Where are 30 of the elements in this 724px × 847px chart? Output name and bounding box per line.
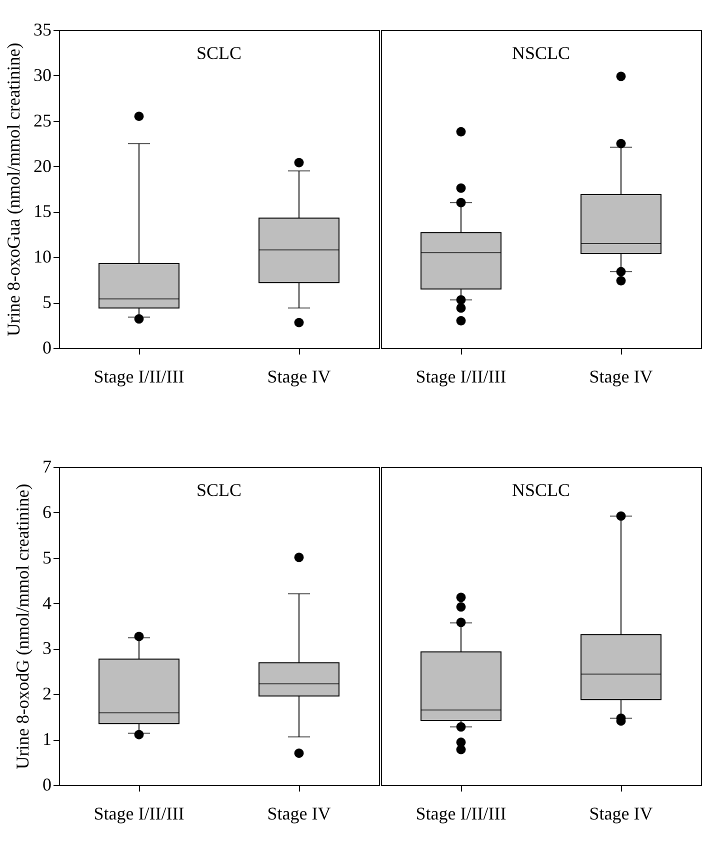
y-tick-label: 4 (42, 592, 52, 613)
y-tick-label: 10 (34, 246, 52, 267)
y-tick-label: 35 (34, 20, 52, 40)
text: SCLC (196, 480, 242, 500)
y-tick-label: 2 (42, 684, 52, 704)
x-tick-label: Stage IV (589, 804, 653, 824)
y-tick-label: 6 (42, 502, 52, 522)
y-tick-label: 3 (42, 638, 52, 658)
x-tick-label: Stage IV (267, 366, 331, 386)
x-tick-label: Stage IV (267, 804, 331, 824)
y-tick-label: 0 (42, 338, 52, 358)
y-tick-label: 5 (42, 547, 52, 568)
y-tick-label: 7 (42, 456, 52, 476)
y-tick-label: 0 (42, 774, 52, 794)
y-axis-title: Urine 8-oxoGua (nmol/mmol creatinine) (4, 42, 24, 336)
y-axis-title: Urine 8-oxodG (nmol/mmol creatinine) (12, 484, 32, 770)
y-tick-label: 5 (42, 292, 52, 312)
y-tick-label: 25 (34, 110, 52, 130)
x-tick-label: Stage I/II/III (94, 804, 184, 824)
text: NSCLC (512, 480, 570, 500)
y-tick-label: 20 (34, 156, 52, 176)
x-tick-label: Stage IV (589, 366, 653, 386)
text: NSCLC (512, 43, 570, 63)
y-tick-label: 1 (42, 729, 52, 750)
y-tick-label: 15 (34, 201, 52, 222)
x-tick-label: Stage I/II/III (94, 366, 184, 386)
x-tick-label: Stage I/II/III (416, 366, 506, 386)
text: SCLC (196, 43, 242, 63)
x-tick-label: Stage I/II/III (416, 804, 506, 824)
y-tick-label: 30 (34, 64, 52, 85)
